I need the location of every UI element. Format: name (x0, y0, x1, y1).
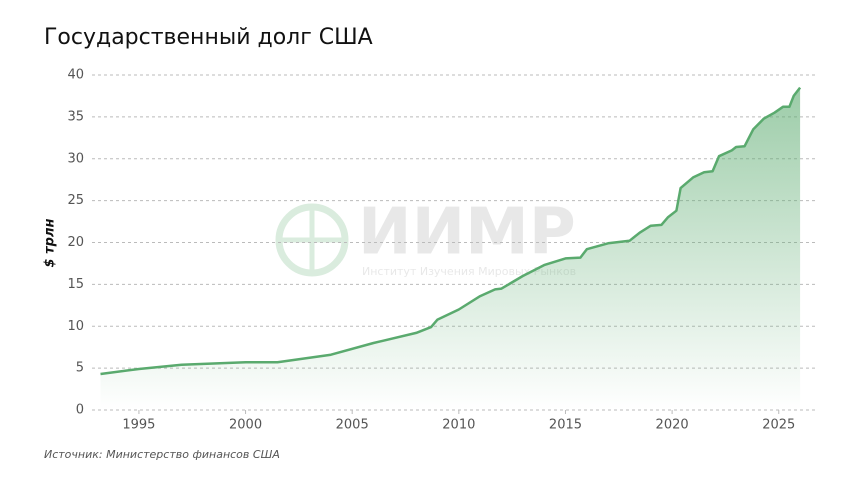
watermark-logo (275, 203, 349, 277)
watermark: ИИМР Институт Изучения Мировых Рынков (275, 196, 576, 278)
source: Источник: Министерство финансов США (44, 448, 280, 461)
y-axis-label: $ трлн (43, 219, 58, 268)
x-tick-label: 2000 (229, 418, 262, 433)
line (100, 86, 802, 376)
y-tick-label: 0 (76, 403, 84, 418)
y-tick-label: 5 (76, 361, 84, 376)
y-tick-label: 35 (67, 109, 84, 124)
y-tick-label: 10 (67, 319, 84, 334)
chart-title: Государственный долг США (44, 25, 373, 50)
x-tick-label: 2015 (549, 418, 582, 433)
watermark-text: ИИМР (358, 196, 576, 270)
y-tick-label: 20 (67, 235, 84, 250)
y-tick-label: 30 (67, 151, 84, 166)
y-tick-label: 40 (67, 68, 84, 83)
area (100, 87, 801, 410)
y-tick-label: 15 (67, 277, 84, 292)
x-tick-label: 1995 (122, 418, 155, 433)
x-tick-label: 2025 (762, 418, 795, 433)
x-tick-label: 2010 (442, 418, 475, 433)
x-tick-label: 2005 (336, 418, 369, 433)
x-tick-label: 2020 (656, 418, 689, 433)
y-tick-label: 25 (67, 193, 84, 208)
